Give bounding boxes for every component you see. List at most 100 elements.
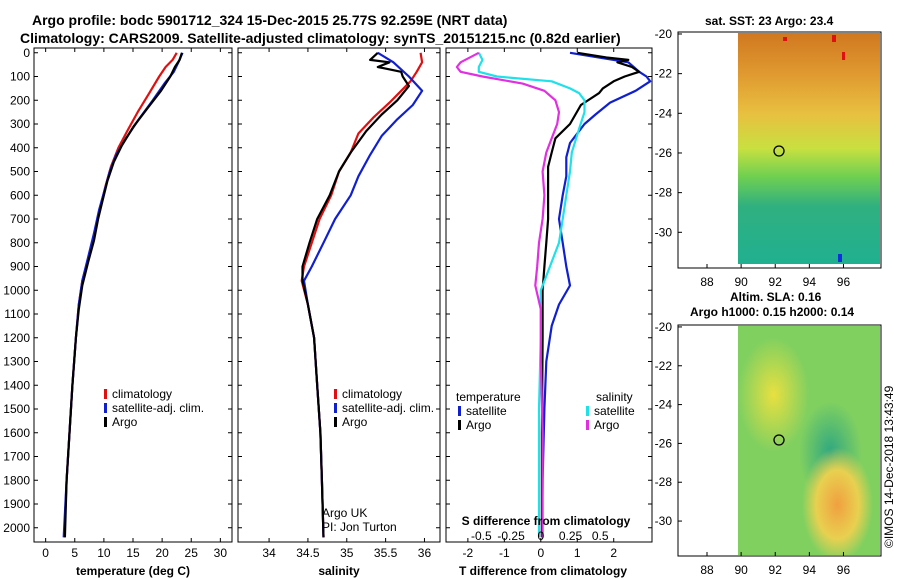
x-tick-label: 10 <box>97 546 111 560</box>
y-tick-label: 200 <box>10 93 30 107</box>
x-tick-label: 36 <box>418 546 432 560</box>
legend-swatch <box>104 403 107 413</box>
legend-label: satellite <box>466 404 507 418</box>
x-tick-label: 2 <box>610 546 617 560</box>
x-tick-label: 34.5 <box>296 546 320 560</box>
y-tick-label: 1000 <box>3 283 30 297</box>
x-axis-label: T difference from climatology <box>459 564 627 578</box>
legend-label: climatology <box>112 387 172 401</box>
x-tick-label: 25 <box>185 546 199 560</box>
y-tick-label: 600 <box>10 188 30 202</box>
x-tick-label: -2 <box>463 546 474 560</box>
secondary-tick-label: 0.25 <box>559 529 583 543</box>
plot-frame <box>445 47 653 543</box>
legend-label: satellite-adj. clim. <box>112 401 204 415</box>
series-line-temperature-satellite <box>540 51 652 538</box>
map-lat-label: -22 <box>655 359 673 373</box>
difference-panel: -2 -1 0 1 2 T difference from climatology temp… <box>445 47 653 578</box>
sst-hot-cell <box>832 35 836 42</box>
figure-title-line1: Argo profile: bodc 5901712_324 15-Dec-20… <box>32 12 507 28</box>
secondary-tick-label: -0.25 <box>497 529 525 543</box>
argo-location-marker <box>773 434 785 446</box>
legend-swatch <box>104 389 107 399</box>
series-line-salinity-argo <box>455 51 561 538</box>
legend-swatch <box>334 403 337 413</box>
x-tick-label: 34 <box>262 546 276 560</box>
map-lon-label: 96 <box>837 275 851 289</box>
map-lat-label: -28 <box>655 186 673 200</box>
map-lon-label: 90 <box>734 563 748 577</box>
x-tick-label: 35 <box>340 546 354 560</box>
legend-label: climatology <box>342 387 402 401</box>
y-tick-label: 1100 <box>4 307 30 321</box>
map-lat-label: -24 <box>655 398 673 412</box>
legend-label: Argo <box>112 415 138 429</box>
series-line-climatology <box>300 52 424 538</box>
map-lat-label: -24 <box>655 106 673 120</box>
y-tick-label: 1400 <box>3 378 30 392</box>
legend-swatch <box>104 417 107 427</box>
x-tick-label: -1 <box>499 546 510 560</box>
x-tick-label: 15 <box>126 546 140 560</box>
y-tick-label: 0 <box>23 46 30 60</box>
sla-high-patch <box>738 326 880 555</box>
map-lon-label: 88 <box>700 275 714 289</box>
series-line-argo <box>63 52 183 538</box>
x-tick-label: 20 <box>155 546 169 560</box>
y-tick-label: 300 <box>10 117 30 131</box>
map-lon-label: 88 <box>700 563 714 577</box>
map-lat-label: -26 <box>655 146 673 160</box>
y-tick-label: 1500 <box>3 402 30 416</box>
x-tick-label: 0 <box>42 546 49 560</box>
map-lon-label: 94 <box>803 275 817 289</box>
secondary-tick-label: 0 <box>537 529 544 543</box>
legend-swatch <box>458 406 461 416</box>
sla-map-title-line1: Altim. SLA: 0.16 <box>730 290 822 304</box>
map-lon-label: 94 <box>803 563 817 577</box>
sst-hot-cell <box>783 37 787 41</box>
legend-swatch <box>334 389 337 399</box>
y-tick-label: 1900 <box>3 497 30 511</box>
map-lat-label: -30 <box>655 514 673 528</box>
y-tick-label: 800 <box>10 236 30 250</box>
x-axis-label: temperature (deg C) <box>76 564 190 578</box>
credit-line2: PI: Jon Turton <box>322 520 397 534</box>
legend-swatch <box>458 420 461 430</box>
map-lat-label: -22 <box>655 67 673 81</box>
y-tick-label: 400 <box>10 141 30 155</box>
secondary-tick-label: -0.5 <box>471 529 492 543</box>
x-tick-label: 35.5 <box>374 546 398 560</box>
series-line-argo <box>301 51 410 538</box>
temperature-panel: 0100200300400500600700800900100011001200… <box>3 46 233 578</box>
imos-timestamp: ©IMOS 14-Dec-2018 13:43:49 <box>882 385 896 548</box>
sst-map-title: sat. SST: 23 Argo: 23.4 <box>705 14 834 28</box>
y-tick-label: 1700 <box>3 450 30 464</box>
map-lat-label: -26 <box>655 436 673 450</box>
salinity-panel: 34 34.5 35 35.5 36 salinity climatologysatelli… <box>237 47 441 578</box>
legend-label: satellite <box>594 404 635 418</box>
map-lon-label: 96 <box>837 563 851 577</box>
x-tick-label: 0 <box>537 546 544 560</box>
map-lat-label: -20 <box>655 320 673 334</box>
sst-cold-cell <box>838 254 842 262</box>
legend-label: Argo <box>342 415 368 429</box>
argo-location-marker <box>773 145 785 157</box>
y-tick-label: 1300 <box>3 355 30 369</box>
figure-title-line2: Climatology: CARS2009. Satellite-adjuste… <box>20 30 621 46</box>
legend-title: temperature <box>456 390 521 404</box>
legend-title: salinity <box>596 390 633 404</box>
credit-line1: Argo UK <box>322 506 367 520</box>
legend-swatch <box>586 406 589 416</box>
y-tick-label: 500 <box>10 165 30 179</box>
y-tick-label: 1200 <box>3 331 30 345</box>
y-tick-label: 900 <box>10 260 30 274</box>
sla-map-title-line2: Argo h1000: 0.15 h2000: 0.14 <box>690 305 854 319</box>
map-lon-label: 92 <box>769 275 783 289</box>
plot-frame <box>237 47 441 543</box>
sst-hot-cell <box>842 52 845 60</box>
map-lon-label: 90 <box>734 275 748 289</box>
y-tick-label: 1600 <box>3 426 30 440</box>
legend-swatch <box>586 420 589 430</box>
legend-swatch <box>334 417 337 427</box>
